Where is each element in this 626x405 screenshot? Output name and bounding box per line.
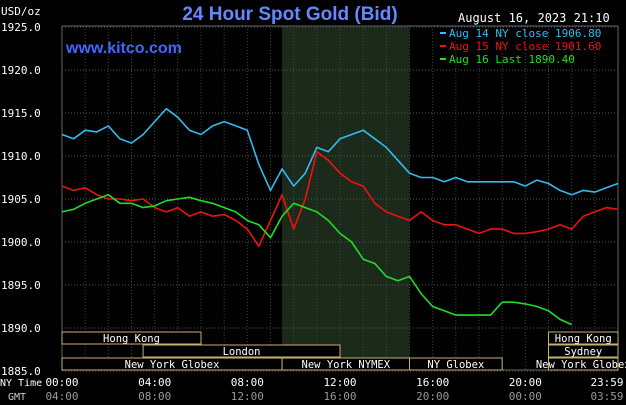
series-line-0 bbox=[61, 107, 619, 196]
session-label: Hong Kong bbox=[555, 333, 612, 345]
legend-entry: Aug 15 NY close 1901.60 bbox=[449, 40, 601, 53]
session-box bbox=[61, 331, 202, 345]
x-tick-label-gmt: 16:00 bbox=[323, 390, 356, 403]
x-tick-label-ny: 00:00 bbox=[45, 376, 78, 389]
session-box bbox=[548, 331, 619, 345]
legend-entry: Aug 14 NY close 1906.80 bbox=[449, 27, 601, 40]
x-tick-label-ny: 08:00 bbox=[231, 376, 264, 389]
series-line-2 bbox=[61, 193, 573, 326]
session-label: Hong Kong bbox=[103, 333, 160, 345]
y-tick-label: 1900.0 bbox=[1, 236, 41, 249]
session-box bbox=[142, 344, 341, 358]
y-tick-label: 1915.0 bbox=[1, 107, 41, 120]
session-box bbox=[409, 357, 503, 371]
session-box bbox=[548, 344, 619, 358]
highlight-band bbox=[282, 27, 410, 370]
series-line-1 bbox=[61, 150, 619, 248]
y-tick-label: 1905.0 bbox=[1, 193, 41, 206]
y-tick-label: 1910.0 bbox=[1, 150, 41, 163]
y-tick-label: 1895.0 bbox=[1, 279, 41, 292]
y-tick-label: 1925.0 bbox=[1, 21, 41, 34]
x-tick-label-ny: 23:59 bbox=[590, 376, 623, 389]
y-tick-label: 1885.0 bbox=[1, 365, 41, 378]
session-label: New York Globex bbox=[536, 359, 626, 371]
x-axis-label-gmt: GMT bbox=[8, 392, 26, 403]
x-tick-label-gmt: 03:59 bbox=[590, 390, 623, 403]
session-label: NY Globex bbox=[427, 359, 484, 371]
x-tick-label-gmt: 12:00 bbox=[231, 390, 264, 403]
session-label: Sydney bbox=[564, 346, 602, 358]
chart-title: 24 Hour Spot Gold (Bid) bbox=[182, 4, 397, 25]
x-tick-label-ny: 04:00 bbox=[138, 376, 171, 389]
x-tick-label-ny: 20:00 bbox=[509, 376, 542, 389]
timestamp: August 16, 2023 21:10 bbox=[458, 11, 610, 25]
y-tick-label: 1920.0 bbox=[1, 64, 41, 77]
x-tick-label-gmt: 04:00 bbox=[45, 390, 78, 403]
x-tick-label-ny: 12:00 bbox=[323, 376, 356, 389]
session-label: London bbox=[223, 346, 261, 358]
session-label: New York Globex bbox=[125, 359, 220, 371]
session-label: New York NYMEX bbox=[302, 359, 391, 371]
x-tick-label-gmt: 00:00 bbox=[509, 390, 542, 403]
session-box bbox=[548, 357, 619, 371]
x-axis-label-ny: NY Time bbox=[0, 378, 42, 389]
x-tick-label-gmt: 20:00 bbox=[416, 390, 449, 403]
x-tick-label-gmt: 08:00 bbox=[138, 390, 171, 403]
y-axis-label: USD/oz bbox=[1, 5, 41, 18]
x-tick-label-ny: 16:00 bbox=[416, 376, 449, 389]
legend-entry: Aug 16 Last 1890.40 bbox=[449, 53, 575, 66]
website-label: www.kitco.com bbox=[65, 40, 182, 57]
y-tick-label: 1890.0 bbox=[1, 322, 41, 335]
